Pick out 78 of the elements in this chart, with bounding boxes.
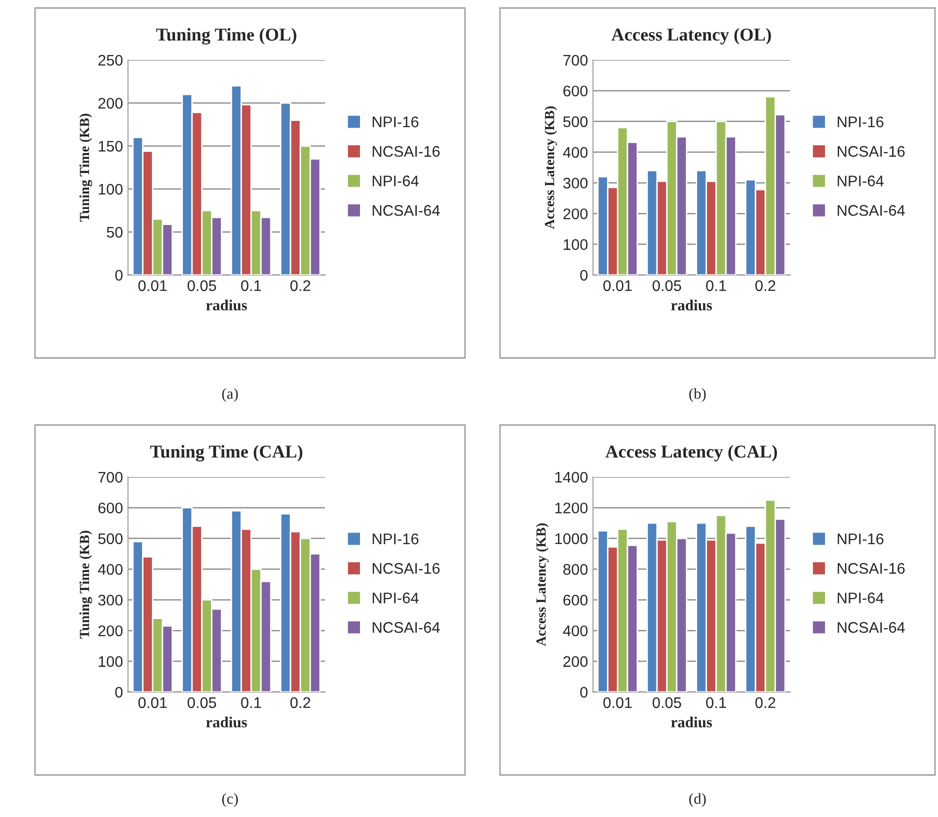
y-tick-label: 0 <box>580 686 588 698</box>
x-tick-label: 0.1 <box>241 697 261 708</box>
x-axis-title: radius <box>671 716 712 728</box>
y-tick-label: 600 <box>98 502 123 514</box>
y-tick-label: 150 <box>98 140 123 152</box>
legend-label: NPI-64 <box>372 176 419 186</box>
chart-title: Access Latency (CAL) <box>605 445 777 462</box>
y-tick-label: 700 <box>563 54 588 66</box>
x-tick-label: 0.2 <box>755 280 776 292</box>
legend-label: NCSAI-16 <box>372 146 440 157</box>
x-tick-label: 0.2 <box>290 697 310 708</box>
chart-title: Tuning Time (OL) <box>156 28 296 45</box>
legend-label: NPI-64 <box>838 176 884 186</box>
y-axis-title: Tuning Time (KB) <box>79 530 92 639</box>
legend-label: NCSAI-64 <box>372 622 440 633</box>
x-axis-title: radius <box>206 716 247 728</box>
x-axis-title: radius <box>206 300 247 310</box>
text: (a) <box>222 388 238 402</box>
legend-label: NPI-64 <box>838 592 884 604</box>
y-tick-label: 0 <box>115 270 123 281</box>
y-tick-label: 500 <box>98 533 123 544</box>
x-tick-label: 0.01 <box>603 280 632 292</box>
y-tick-label: 1400 <box>555 472 588 483</box>
y-tick-label: 0 <box>580 270 588 281</box>
x-tick-label: 0.2 <box>755 697 776 708</box>
x-tick-label: 0.01 <box>138 697 167 708</box>
x-tick-label: 0.05 <box>188 697 216 708</box>
legend-label: NCSAI-64 <box>372 205 440 216</box>
legend-label: NCSAI-16 <box>838 563 905 574</box>
y-tick-label: 500 <box>563 116 588 128</box>
y-tick-label: 300 <box>98 594 123 606</box>
text: (d) <box>689 793 706 807</box>
y-tick-label: 800 <box>563 564 588 575</box>
y-tick-label: 50 <box>106 226 123 238</box>
legend-label: NPI-64 <box>372 592 419 604</box>
text: (b) <box>689 388 706 402</box>
y-tick-label: 100 <box>564 239 588 250</box>
y-tick-label: 100 <box>98 184 123 195</box>
y-tick-label: 700 <box>98 472 123 483</box>
y-axis-title: Access Latency (KB) <box>544 106 558 230</box>
x-tick-label: 0.1 <box>241 280 261 292</box>
chart-title: Access Latency (OL) <box>611 28 771 44</box>
y-tick-label: 600 <box>563 86 588 96</box>
y-tick-label: 400 <box>98 564 123 575</box>
x-tick-label: 0.01 <box>603 697 632 708</box>
y-tick-label: 0 <box>115 686 123 698</box>
legend-label: NPI-16 <box>372 116 418 128</box>
x-tick-label: 0.05 <box>652 697 682 708</box>
legend-label: NCSAI-16 <box>838 146 905 157</box>
y-tick-label: 600 <box>563 594 588 606</box>
y-tick-label: 400 <box>563 147 588 158</box>
y-tick-label: 200 <box>98 625 123 636</box>
chart-title: Tuning Time (CAL) <box>150 445 302 462</box>
text: (c) <box>222 793 238 807</box>
legend-label: NPI-16 <box>838 116 884 128</box>
y-tick-label: 250 <box>98 54 123 66</box>
x-tick-label: 0.05 <box>652 280 682 292</box>
y-tick-label: 200 <box>98 98 123 109</box>
y-tick-label: 200 <box>563 208 588 220</box>
y-axis-title: Access Latency (KB) <box>536 523 549 646</box>
x-axis-title: radius <box>671 300 712 310</box>
legend-label: NCSAI-64 <box>838 622 905 633</box>
y-axis-title: Tuning Time (KB) <box>79 114 92 222</box>
legend-label: NCSAI-16 <box>372 563 440 574</box>
y-tick-label: 200 <box>563 656 588 667</box>
x-tick-label: 0.2 <box>290 280 310 292</box>
x-tick-label: 0.05 <box>188 280 216 292</box>
y-tick-label: 300 <box>563 178 588 189</box>
legend-label: NPI-16 <box>372 534 418 544</box>
y-tick-label: 1000 <box>555 533 588 544</box>
y-tick-label: 100 <box>98 656 123 667</box>
x-tick-label: 0.1 <box>706 280 726 292</box>
y-tick-label: 400 <box>563 625 588 636</box>
y-tick-label: 1200 <box>555 502 588 514</box>
legend-label: NCSAI-64 <box>838 205 905 216</box>
legend-label: NPI-16 <box>838 534 884 544</box>
x-tick-label: 0.1 <box>706 697 726 708</box>
x-tick-label: 0.01 <box>138 280 167 292</box>
